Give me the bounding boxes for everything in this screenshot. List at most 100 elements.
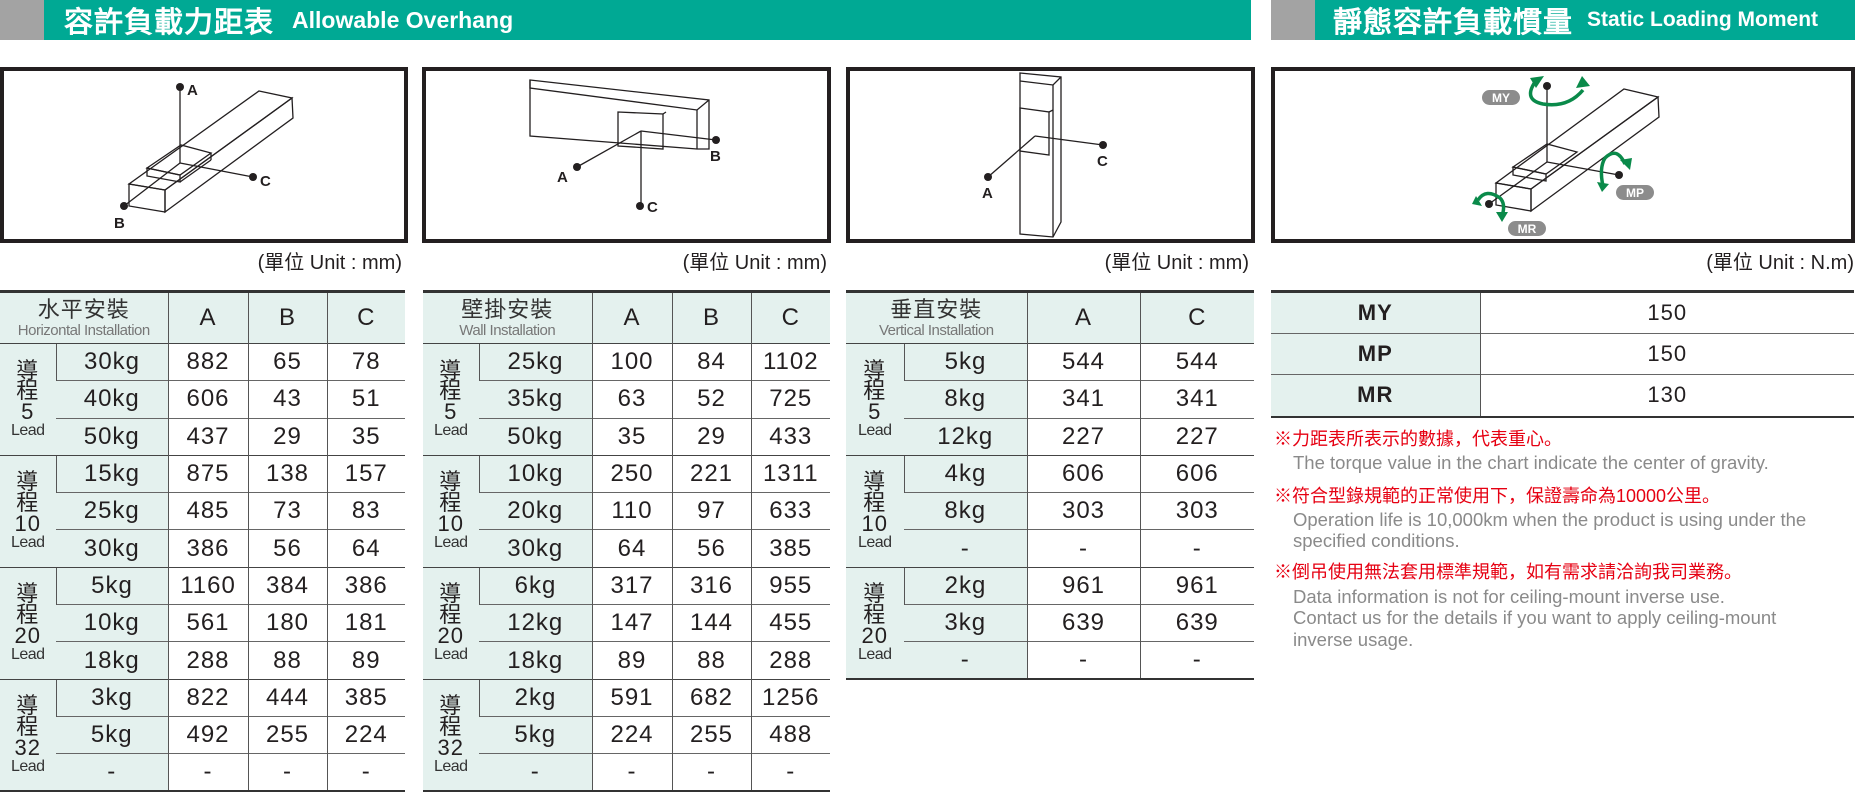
table-row: 導程 20 Lead 5kg 1160 384 386 [0, 566, 406, 680]
value-cell: 227 [1026, 417, 1141, 456]
load-cell: 4kg [903, 454, 1028, 493]
vertical-installation-table: 垂直安裝 Vertical Installation A C 導程 5 Lead 5kg 544… [846, 290, 1255, 681]
overhang-title-en: Allowable Overhang [292, 6, 514, 33]
column-header-c: C [750, 291, 830, 344]
table-row: 導程 5 Lead 30kg 882 65 78 [0, 342, 406, 456]
value-cell: 29 [671, 417, 751, 456]
table-row: 50kg 437 29 35 [0, 417, 406, 456]
value-cell: - [167, 753, 249, 792]
value-cell: 221 [671, 454, 751, 493]
load-cell: 6kg [478, 566, 592, 605]
value-cell: 227 [1139, 417, 1255, 456]
value-cell: - [1026, 641, 1141, 680]
lead-cell: 導程 5 Lead [423, 343, 479, 456]
table-row: ---- [423, 753, 830, 792]
load-cell: 25kg [478, 342, 592, 381]
load-cell: 2kg [478, 678, 592, 717]
value-cell: 303 [1139, 492, 1255, 530]
static-moment-table: MY 150 MP 150 MR 130 [1271, 290, 1854, 418]
table-row: 30kg 386 56 64 [0, 529, 406, 568]
moment-label: MY [1271, 291, 1480, 334]
value-cell: 384 [247, 566, 328, 605]
value-cell: 51 [326, 380, 406, 419]
value-cell: 224 [326, 715, 406, 754]
table-row: 18kg 288 88 89 [0, 641, 406, 680]
value-cell: 433 [750, 417, 830, 456]
moment-value: 150 [1479, 291, 1854, 334]
load-cell: 20kg [479, 492, 592, 530]
value-cell: 455 [750, 604, 830, 642]
load-cell: 30kg [56, 529, 169, 568]
lead-cell: 導程 20 Lead [0, 566, 56, 680]
value-cell: 591 [591, 678, 672, 717]
table-row: 10kg 561 180 181 [0, 604, 406, 642]
note-zh: ※倒吊使用無法套用標準規範，如有需求請洽詢我司業務。 [1274, 562, 1742, 582]
lead-cell: 導程 32 Lead [423, 678, 479, 792]
column-header-c: C [1139, 291, 1255, 344]
value-cell: 875 [167, 454, 249, 493]
horizontal-installation-table: 水平安裝 Horizontal Installation A B C 導程 5 Lead 30k… [0, 290, 406, 792]
lead-cell: 導程 20 Lead [846, 566, 904, 680]
value-cell: 1311 [750, 454, 830, 493]
label-c: C [1097, 153, 1108, 170]
table-row: 3kg 639 639 [846, 604, 1255, 642]
table-row: --- [846, 529, 1255, 568]
load-cell: - [904, 529, 1028, 568]
table-row: 12kg 147 144 455 [423, 604, 830, 642]
load-cell: 10kg [56, 604, 169, 642]
note-en: Contact us for the details if you want t… [1293, 607, 1777, 628]
value-cell: 561 [167, 604, 249, 642]
value-cell: 89 [591, 641, 672, 680]
value-cell: 606 [167, 380, 249, 419]
load-cell: 50kg [479, 417, 592, 456]
value-cell: 35 [326, 417, 406, 456]
value-cell: - [1139, 641, 1255, 680]
table-title: 壁掛安裝 Wall Installation [423, 291, 592, 344]
value-cell: 639 [1026, 604, 1141, 642]
value-cell: 65 [247, 342, 328, 381]
load-cell: 8kg [904, 380, 1028, 419]
load-cell: 30kg [479, 529, 592, 568]
value-cell: 144 [671, 604, 751, 642]
note-en: specified conditions. [1293, 530, 1460, 551]
column-header-a: A [591, 291, 672, 344]
static-header: 靜態容許負載慣量 Static Loading Moment [1271, 0, 1855, 40]
load-cell: 18kg [479, 641, 592, 680]
table-row: 導程 20 Lead 6kg 317 316 955 [423, 566, 830, 680]
value-cell: 961 [1139, 566, 1255, 605]
moment-row: MR 130 [1271, 374, 1854, 417]
value-cell: 63 [591, 380, 672, 419]
column-header-b: B [671, 291, 751, 344]
label-c: C [647, 199, 658, 216]
value-cell: 961 [1026, 566, 1141, 605]
value-cell: 78 [326, 342, 406, 381]
static-title-en: Static Loading Moment [1587, 8, 1819, 31]
moment-row: MY 150 [1271, 291, 1854, 334]
label-c: C [260, 173, 271, 190]
value-cell: 35 [591, 417, 672, 456]
value-cell: 88 [247, 641, 328, 680]
table-row: 25kg 485 73 83 [0, 492, 406, 530]
value-cell: 341 [1026, 380, 1141, 419]
table-row: 12kg 227 227 [846, 417, 1255, 456]
table-title: 水平安裝 Horizontal Installation [0, 291, 169, 344]
value-cell: 157 [326, 454, 406, 493]
value-cell: 138 [247, 454, 328, 493]
value-cell: 955 [750, 566, 830, 605]
unit-label: (單位 Unit : mm) [682, 252, 827, 274]
table-row: 18kg 89 88 288 [423, 641, 830, 680]
wall-diagram: A B C [422, 67, 831, 243]
value-cell: 147 [591, 604, 672, 642]
value-cell: 316 [671, 566, 751, 605]
note-en: inverse usage. [1293, 629, 1414, 650]
lead-cell: 導程 10 Lead [0, 454, 56, 568]
load-cell: 3kg [904, 604, 1028, 642]
value-cell: - [326, 753, 406, 792]
value-cell: 180 [247, 604, 328, 642]
value-cell: 544 [1139, 342, 1255, 381]
load-cell: 2kg [903, 566, 1028, 605]
table-row: 導程 32 Lead 2kg 591 682 1256 [423, 678, 830, 792]
table-row: 導程 10 Lead 10kg 250 221 1311 [423, 454, 830, 568]
load-cell: 5kg [903, 342, 1028, 381]
value-cell: 89 [326, 641, 406, 680]
